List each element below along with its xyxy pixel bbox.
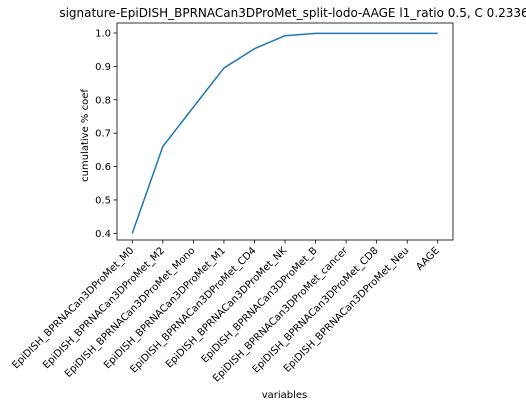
x-tick-label: AAGE xyxy=(414,245,441,272)
plot-frame xyxy=(116,22,454,241)
y-axis-label: cumulative % coef xyxy=(80,89,91,182)
y-tick-label: 0.8 xyxy=(95,95,111,106)
y-tick-label: 0.7 xyxy=(95,129,111,140)
x-axis-label: variables xyxy=(262,390,308,401)
y-tick-label: 0.9 xyxy=(95,62,111,73)
y-tick-label: 0.4 xyxy=(95,229,111,240)
series-line xyxy=(131,32,438,234)
chart-title: signature-EpiDISH_BPRNACan3DProMet_split… xyxy=(59,6,526,20)
plot-area: 0.40.50.60.70.80.91.0EpiDISH_BPRNACan3DP… xyxy=(11,22,454,384)
y-tick-label: 1.0 xyxy=(95,29,111,40)
y-tick-label: 0.5 xyxy=(95,195,111,206)
y-tick-label: 0.6 xyxy=(95,162,111,173)
